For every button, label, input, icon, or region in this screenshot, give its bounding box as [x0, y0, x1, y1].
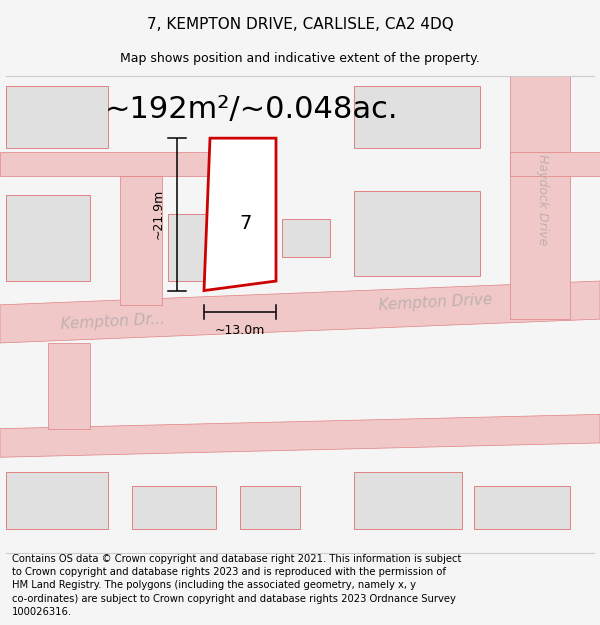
Text: Kempton Drive: Kempton Drive	[378, 292, 493, 313]
Bar	[6, 86, 108, 148]
Bar	[6, 471, 108, 529]
Text: ~21.9m: ~21.9m	[152, 189, 165, 239]
Polygon shape	[510, 152, 600, 176]
Text: 7, KEMPTON DRIVE, CARLISLE, CA2 4DQ: 7, KEMPTON DRIVE, CARLISLE, CA2 4DQ	[146, 17, 454, 32]
Text: Kempton Dr...: Kempton Dr...	[60, 311, 165, 332]
Bar	[6, 195, 90, 281]
Polygon shape	[0, 414, 600, 458]
Text: Map shows position and indicative extent of the property.: Map shows position and indicative extent…	[120, 52, 480, 65]
Text: ~13.0m: ~13.0m	[215, 324, 265, 337]
Bar	[354, 471, 462, 529]
Polygon shape	[120, 176, 162, 305]
Text: Contains OS data © Crown copyright and database right 2021. This information is : Contains OS data © Crown copyright and d…	[12, 554, 461, 617]
Text: 7: 7	[240, 214, 252, 233]
Bar	[474, 486, 570, 529]
Bar	[132, 486, 216, 529]
Polygon shape	[0, 281, 600, 343]
Bar	[282, 219, 330, 258]
Polygon shape	[204, 138, 276, 291]
Bar	[354, 86, 480, 148]
Bar	[354, 191, 480, 276]
Polygon shape	[510, 76, 570, 319]
Polygon shape	[48, 343, 90, 429]
Text: Haydock Drive: Haydock Drive	[536, 154, 550, 246]
Polygon shape	[0, 152, 240, 176]
Bar	[168, 214, 240, 281]
Text: ~192m²/~0.048ac.: ~192m²/~0.048ac.	[105, 95, 399, 124]
Bar	[240, 486, 300, 529]
